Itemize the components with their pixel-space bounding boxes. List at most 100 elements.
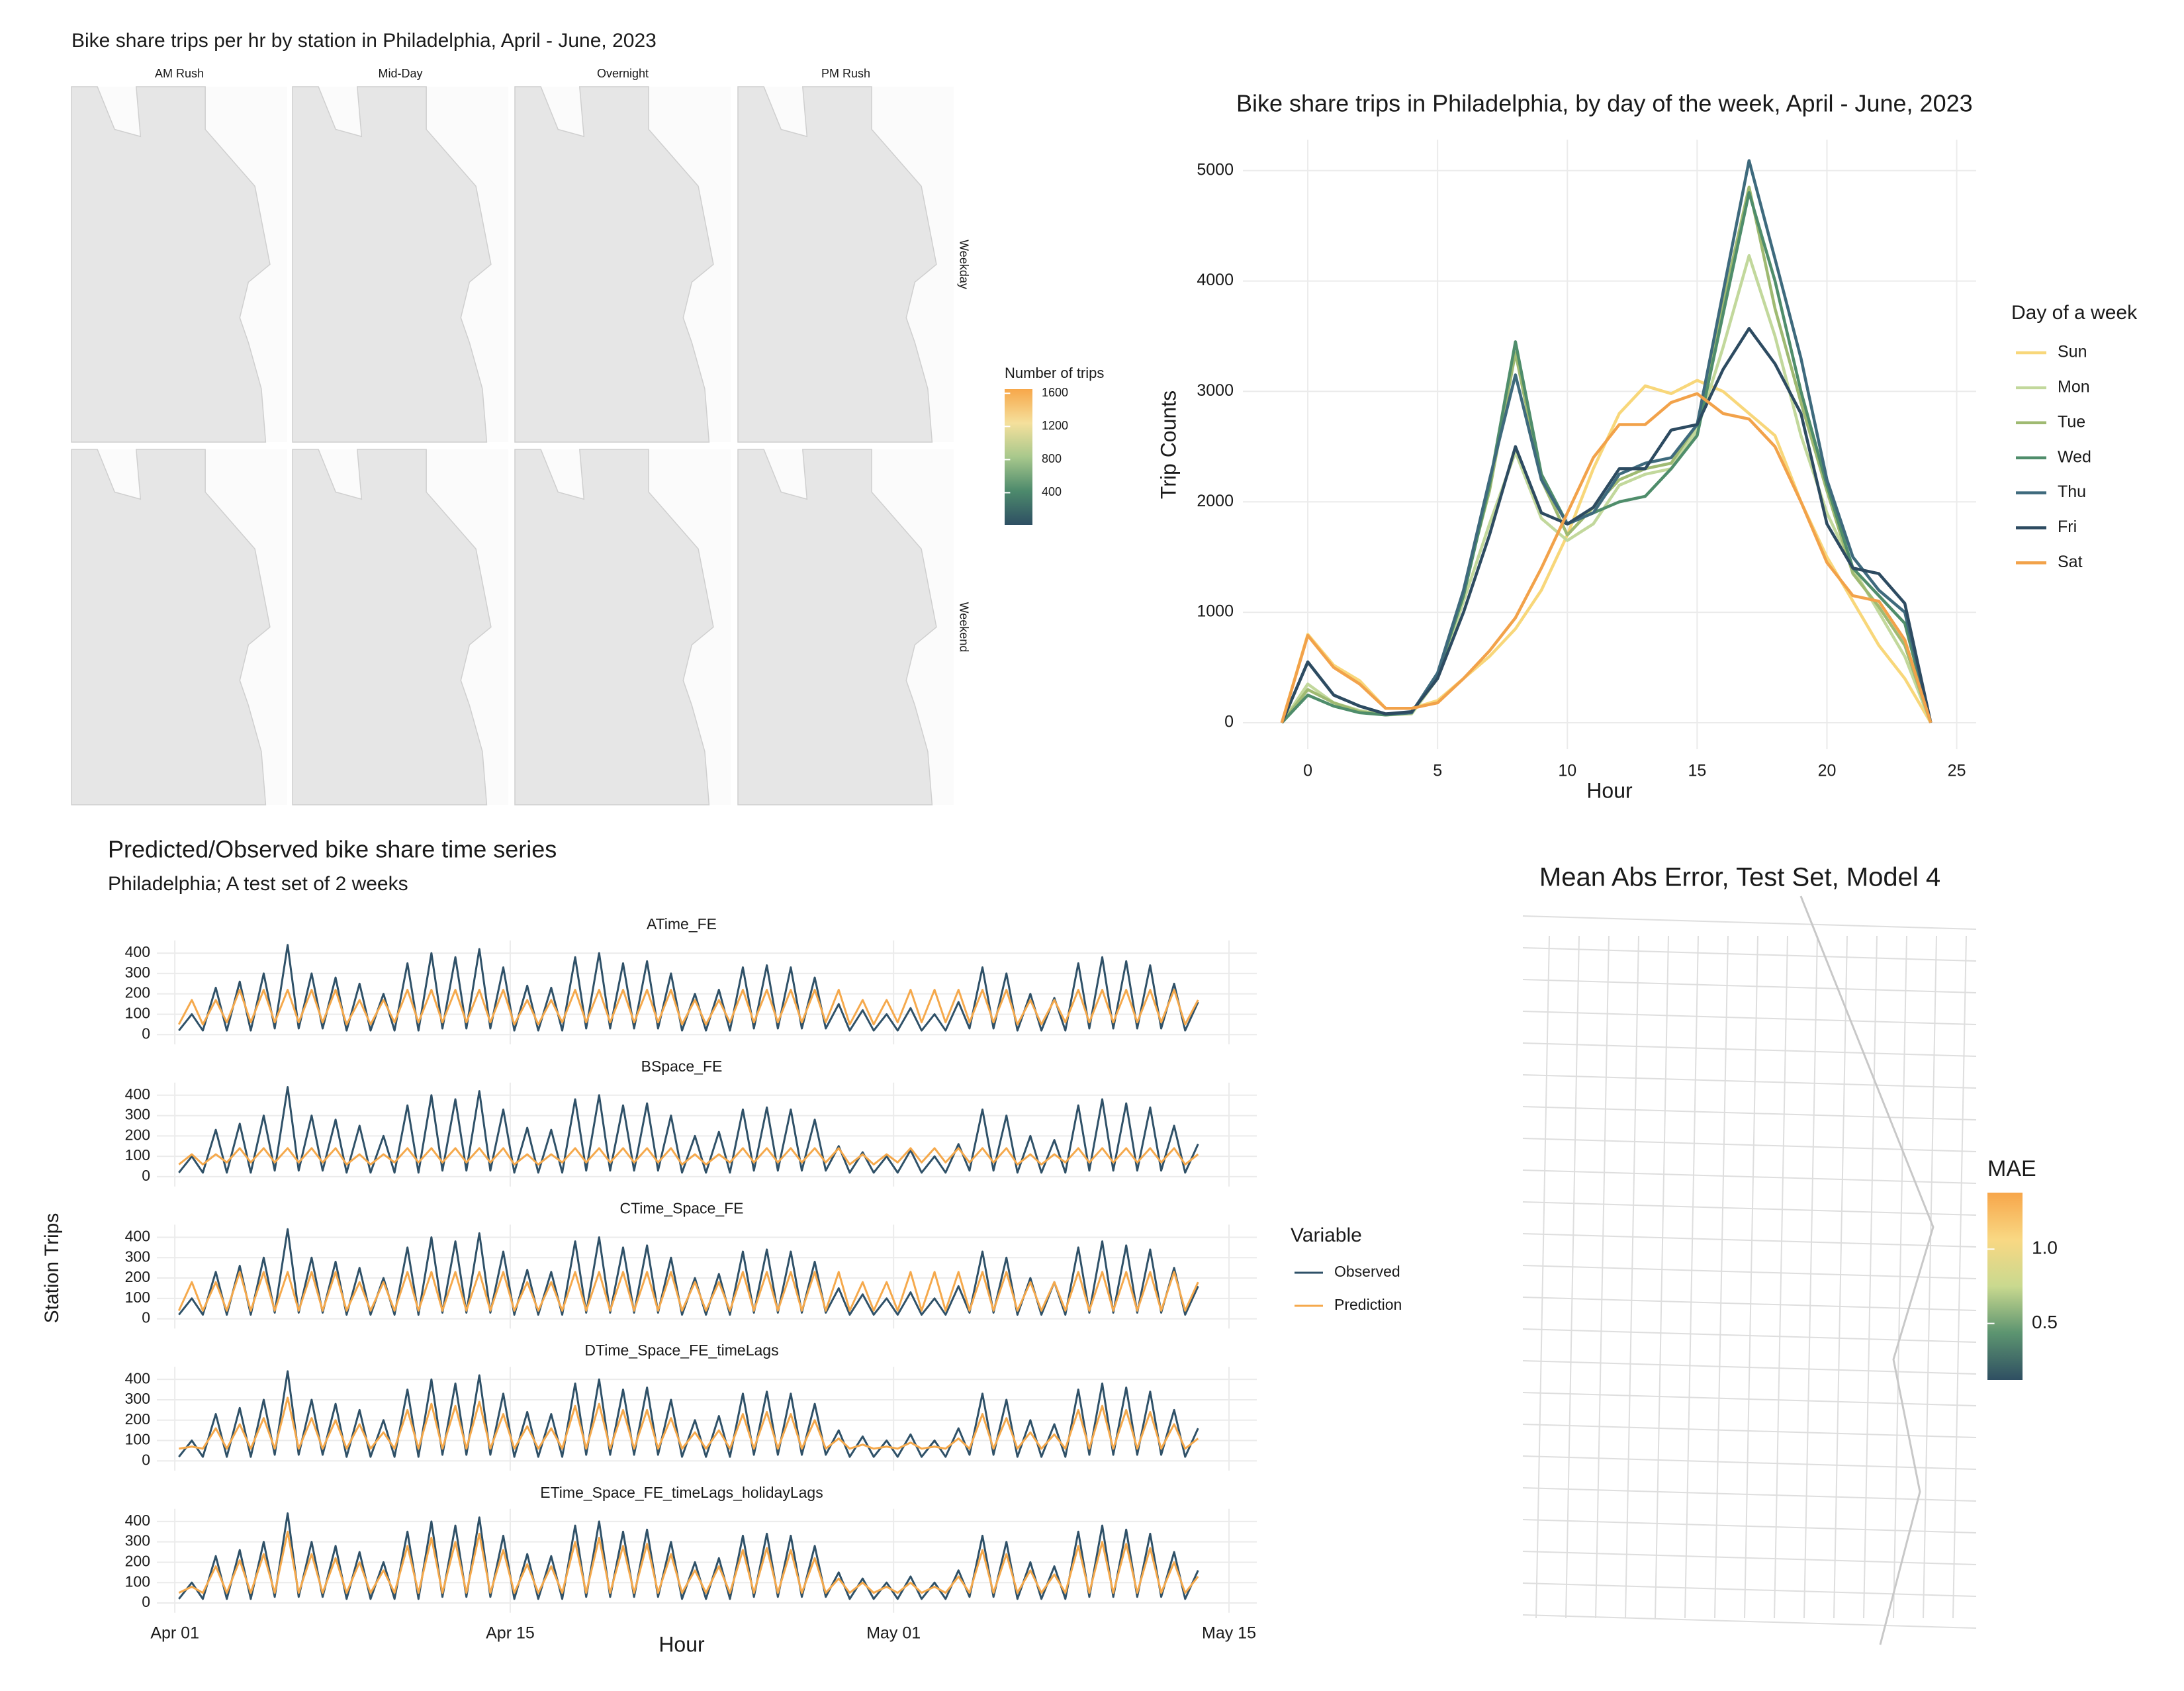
- legend-label: Fri: [2058, 518, 2077, 536]
- street: [1522, 1360, 1977, 1375]
- street: [1952, 935, 1967, 1619]
- colorbar: [1005, 389, 1032, 525]
- street: [1863, 935, 1878, 1619]
- x-tick-label: May 15: [1202, 1623, 1256, 1642]
- river: [1799, 895, 1934, 1645]
- street: [1565, 935, 1580, 1619]
- prediction-line: [178, 1147, 1199, 1165]
- street: [1522, 1328, 1977, 1343]
- street: [1522, 1011, 1977, 1025]
- legend-title: Day of a week: [2011, 302, 2138, 324]
- street: [1774, 935, 1788, 1619]
- map-shape: [737, 86, 937, 443]
- map-shape: [71, 449, 271, 805]
- x-tick-label: 10: [1558, 762, 1576, 780]
- facet-label: Overnight: [597, 67, 649, 80]
- street: [1522, 1614, 1977, 1629]
- y-tick-label: 200: [125, 984, 150, 1001]
- x-tick-label: 5: [1433, 762, 1442, 780]
- y-tick-label: 400: [125, 1228, 150, 1245]
- y-tick-label: 100: [125, 1573, 150, 1590]
- chart-subtitle: Philadelphia; A test set of 2 weeks: [108, 873, 408, 895]
- y-tick-label: 200: [125, 1410, 150, 1428]
- map-shape: [292, 86, 492, 443]
- x-axis-title: Hour: [659, 1632, 705, 1656]
- x-tick-label: May 01: [866, 1623, 921, 1642]
- legend-title: MAE: [1987, 1156, 2036, 1181]
- x-axis-title: Hour: [1586, 778, 1633, 802]
- facet-label: DTime_Space_FE_timeLags: [584, 1342, 778, 1359]
- colorbar-label: 1200: [1042, 419, 1068, 432]
- chart-title: Bike share trips in Philadelphia, by day…: [1236, 90, 1973, 117]
- street: [1522, 1233, 1977, 1248]
- street: [1522, 1138, 1977, 1152]
- y-tick-label: 3000: [1197, 381, 1234, 400]
- street: [1522, 1169, 1977, 1184]
- prediction-line: [177, 1271, 1199, 1312]
- legend-label: Prediction: [1334, 1296, 1402, 1313]
- y-tick-label: 200: [125, 1553, 150, 1570]
- map-shape: [514, 449, 714, 805]
- street: [1522, 1487, 1977, 1502]
- legend-label: Sun: [2058, 343, 2087, 361]
- y-tick-label: 4000: [1197, 271, 1234, 289]
- y-tick-label: 100: [125, 1289, 150, 1306]
- street: [1522, 1297, 1977, 1311]
- street: [1522, 1392, 1977, 1406]
- legend-title: Number of trips: [1005, 365, 1104, 381]
- street: [1522, 1074, 1977, 1089]
- y-tick-label: 400: [125, 1085, 150, 1103]
- street: [1522, 1455, 1977, 1470]
- facet-label: Mid-Day: [378, 67, 422, 80]
- x-tick-label: 20: [1818, 762, 1837, 780]
- series-line: [1280, 392, 1933, 723]
- street: [1595, 935, 1610, 1619]
- facet-label: AM Rush: [155, 67, 204, 80]
- observed-line: [178, 1085, 1199, 1174]
- colorbar-label: 800: [1042, 452, 1062, 465]
- map-shape: [71, 86, 271, 443]
- x-tick-label: Apr 01: [150, 1623, 199, 1642]
- street: [1522, 915, 1977, 930]
- y-axis-title: Trip Counts: [1156, 390, 1180, 499]
- street: [1522, 1519, 1977, 1533]
- y-tick-label: 1000: [1197, 602, 1234, 621]
- facet-label: Weekend: [957, 602, 970, 653]
- prediction-line: [178, 1530, 1199, 1594]
- facet-label: ATime_FE: [647, 915, 717, 933]
- y-tick-label: 300: [125, 1532, 150, 1549]
- street: [1522, 1201, 1977, 1216]
- street: [1833, 935, 1848, 1619]
- street: [1522, 1106, 1977, 1120]
- chart-title: Predicted/Observed bike share time serie…: [108, 836, 557, 863]
- y-tick-label: 0: [142, 1451, 150, 1468]
- colorbar-label: 400: [1042, 485, 1062, 498]
- y-tick-label: 100: [125, 1146, 150, 1164]
- chart-title: Bike share trips per hr by station in Ph…: [71, 30, 657, 52]
- facet-label: BSpace_FE: [641, 1058, 723, 1075]
- colorbar-label: 0.5: [2032, 1312, 2058, 1332]
- facet-label: CTime_Space_FE: [619, 1199, 743, 1216]
- legend-label: Tue: [2058, 412, 2085, 431]
- map-shape: [737, 449, 937, 805]
- legend-label: Mon: [2058, 378, 2090, 396]
- y-tick-label: 400: [125, 943, 150, 960]
- y-tick-label: 300: [125, 964, 150, 981]
- facet-label: ETime_Space_FE_timeLags_holidayLags: [540, 1484, 823, 1501]
- y-tick-label: 0: [142, 1025, 150, 1042]
- x-tick-label: 25: [1948, 762, 1966, 780]
- street: [1714, 935, 1729, 1619]
- series-line: [1281, 191, 1933, 724]
- y-tick-label: 400: [125, 1512, 150, 1529]
- street: [1625, 935, 1639, 1619]
- street: [1522, 1582, 1977, 1597]
- x-tick-label: 0: [1303, 762, 1312, 780]
- observed-line: [178, 1370, 1199, 1458]
- y-tick-label: 0: [142, 1309, 150, 1326]
- series-line: [1280, 327, 1933, 723]
- y-tick-label: 300: [125, 1248, 150, 1265]
- facet-label: PM Rush: [821, 67, 870, 80]
- colorbar: [1987, 1193, 2023, 1380]
- legend-title: Variable: [1291, 1224, 1362, 1246]
